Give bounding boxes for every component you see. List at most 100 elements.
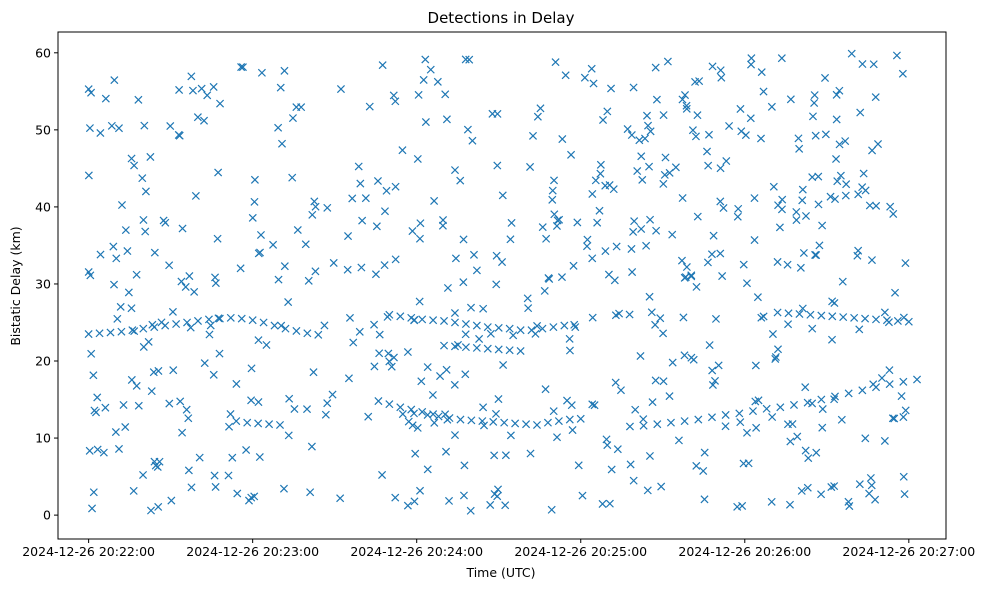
y-axis-ticks: 0 10 20 30 40 50 60 (35, 45, 58, 523)
data-point (254, 398, 263, 407)
data-point (419, 75, 428, 84)
data-point (506, 235, 515, 244)
data-point (652, 95, 661, 104)
data-point (475, 334, 484, 343)
data-point (465, 55, 474, 64)
data-point (293, 225, 302, 235)
data-point (378, 470, 387, 479)
data-point (203, 91, 212, 100)
data-point (408, 227, 417, 236)
data-point (490, 451, 499, 460)
data-point (117, 200, 127, 210)
data-point (792, 216, 801, 225)
data-point-track-d (839, 313, 848, 322)
data-point-track-d (871, 315, 881, 324)
data-point (344, 374, 353, 383)
data-point-track-e (494, 323, 503, 332)
data-point (817, 490, 826, 499)
data-point (751, 361, 760, 370)
data-point (842, 180, 851, 189)
data-point (309, 368, 318, 377)
data-point-track-e (440, 316, 449, 325)
data-point-track-f (292, 326, 301, 335)
data-point (734, 204, 743, 213)
data-point (348, 194, 357, 203)
data-point (661, 153, 670, 162)
data-point (797, 486, 806, 495)
y-axis-label: Bistatic Delay (km) (8, 226, 23, 345)
data-point (149, 368, 158, 377)
data-point (692, 282, 701, 291)
data-point (793, 432, 802, 441)
data-point (693, 212, 702, 221)
data-point (540, 286, 549, 295)
data-point (783, 420, 792, 429)
data-point-track-f (237, 314, 246, 323)
data-point (453, 340, 462, 349)
data-point (254, 336, 263, 345)
data-point (752, 423, 761, 432)
data-point (87, 349, 96, 358)
data-point (663, 57, 672, 66)
data-point (550, 210, 559, 219)
data-point (771, 354, 780, 363)
data-point (767, 102, 776, 111)
data-point (808, 324, 817, 333)
data-point (759, 87, 768, 96)
data-point (284, 298, 293, 307)
data-point (526, 449, 535, 458)
data-point (810, 91, 819, 100)
data-point (601, 181, 610, 190)
data-point-track-f (183, 318, 192, 327)
data-point (596, 160, 605, 169)
data-point-track-f (204, 315, 213, 324)
data-point-track-c (440, 341, 449, 350)
data-point (714, 361, 723, 370)
data-point (214, 314, 223, 323)
data-point (826, 192, 835, 201)
data-point-track-b (694, 415, 703, 424)
data-point-track-c (461, 343, 470, 352)
data-point (563, 396, 572, 405)
data-point (450, 380, 459, 389)
data-point (574, 461, 583, 470)
data-point (796, 263, 805, 272)
data-point (588, 400, 597, 409)
data-point-track-e (396, 312, 405, 321)
data-point (565, 334, 574, 343)
data-point (625, 310, 634, 319)
data-point (469, 250, 479, 259)
data-point (692, 461, 701, 470)
data-point (225, 422, 234, 431)
data-point (311, 267, 320, 276)
data-point (708, 380, 717, 390)
data-point (124, 288, 133, 297)
data-point-track-d (806, 310, 815, 319)
data-point (646, 215, 655, 224)
data-point-track-e (429, 316, 438, 325)
data-point (716, 66, 725, 75)
data-point-track-e (560, 321, 569, 330)
data-point (301, 240, 310, 249)
data-point (659, 111, 668, 120)
data-point-track-a (565, 415, 574, 424)
data-point (747, 54, 756, 63)
data-point (700, 495, 709, 504)
data-point (804, 454, 813, 463)
data-point (336, 494, 345, 503)
data-point (656, 314, 665, 323)
data-point (536, 104, 545, 113)
data-point (725, 121, 734, 131)
data-point-track-a (489, 417, 498, 426)
data-point (565, 346, 574, 355)
data-point (588, 254, 597, 263)
data-point (127, 375, 136, 384)
data-point-track-f (106, 328, 115, 337)
data-point-track-f (226, 313, 235, 322)
data-point (680, 273, 689, 282)
data-point (93, 445, 102, 454)
plot-area (57, 31, 947, 540)
data-point (552, 433, 562, 442)
data-point (578, 491, 587, 500)
data-point (323, 399, 332, 408)
